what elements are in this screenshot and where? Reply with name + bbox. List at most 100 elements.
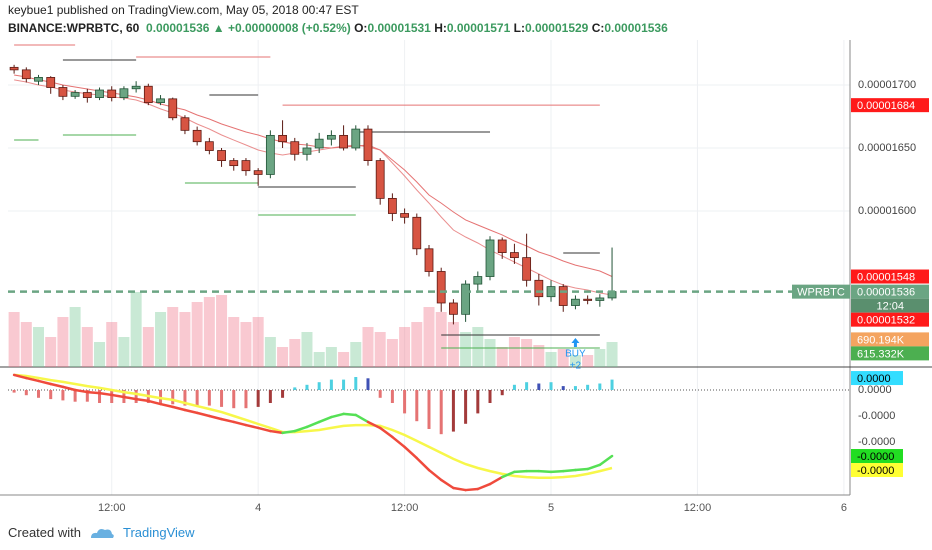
volume-bar [240, 322, 252, 367]
volume-bar [350, 342, 362, 367]
volume-bar [582, 355, 594, 367]
volume-bar [338, 352, 350, 367]
candle-body [217, 150, 226, 161]
histogram-bar [354, 377, 358, 391]
histogram-bar [586, 384, 590, 391]
macd-line [574, 467, 589, 472]
candle-body [473, 276, 483, 285]
candle-body [375, 160, 385, 199]
candle-body [485, 239, 495, 277]
histogram-bar [366, 378, 370, 391]
ohlc-label: C: [591, 21, 605, 35]
candle-body [400, 213, 409, 218]
histogram-bar [427, 390, 431, 429]
volume-bar [81, 327, 93, 367]
x-tick-label: 5 [548, 502, 554, 514]
macd-line [159, 402, 174, 409]
ohlc-value: 0.00001531 [367, 21, 431, 35]
histogram-bar [207, 390, 211, 406]
macd-line [86, 390, 101, 395]
candle-body [180, 117, 190, 131]
footer: Created with TradingView [8, 525, 195, 540]
candle-body [461, 283, 471, 315]
macd-line [110, 393, 126, 399]
candle-body [107, 89, 117, 98]
candle-body [204, 141, 214, 151]
volume-bar [399, 327, 411, 367]
macd-line [208, 414, 223, 421]
histogram-bar [573, 386, 577, 391]
macd-line [122, 395, 138, 401]
price-tag-label: 0.00001532 [857, 315, 915, 327]
histogram-bar [476, 390, 480, 414]
volume-bar [277, 347, 289, 367]
candle-body [534, 279, 544, 298]
ohlc-value: 0.00001536 [604, 21, 668, 35]
volume-bar [447, 322, 459, 367]
histogram-bar [329, 379, 333, 391]
author-line: keybue1 published on TradingView.com, Ma… [8, 3, 359, 17]
volume-tag [851, 332, 929, 347]
macd-line [439, 478, 455, 490]
histogram-bar [439, 390, 443, 435]
histogram-bar [451, 390, 455, 432]
macd-line [232, 420, 248, 427]
macd-line [317, 415, 333, 424]
volume-bar [557, 349, 569, 367]
ohlc-label: L: [513, 21, 525, 35]
macd-line [25, 376, 40, 383]
macd-line [549, 469, 565, 474]
candle-body [46, 77, 56, 88]
candle-body [387, 197, 397, 214]
candle-body [595, 297, 605, 301]
volume-bar [130, 292, 142, 367]
volume-bar [228, 317, 240, 367]
macd-line [391, 435, 406, 449]
volume-bar [606, 342, 618, 367]
volume-bar [191, 302, 203, 367]
macd-tag-label: -0.0000 [857, 465, 894, 477]
volume-bar [142, 327, 154, 367]
histogram-bar [73, 390, 77, 402]
volume-bar [301, 332, 313, 367]
candle-body [558, 286, 568, 306]
price-tag [851, 98, 929, 113]
candle-body [278, 134, 287, 143]
histogram-bar [500, 390, 504, 396]
histogram-bar [12, 390, 16, 393]
candle-body [436, 271, 446, 304]
histogram-bar [512, 384, 516, 391]
macd-tag-label: 0.0000 [857, 373, 891, 385]
ohlc-value: 0.00001571 [446, 21, 511, 35]
volume-bar [594, 349, 606, 367]
candle-body [168, 98, 178, 119]
candle-body [363, 128, 373, 161]
buy-arrow [571, 338, 580, 347]
symbol: BINANCE:WPRBTC, 60 [8, 21, 140, 35]
candle-body [326, 134, 336, 140]
histogram-bar [537, 383, 541, 391]
price-tag-label: 0.00001536 [857, 287, 915, 299]
histogram-bar [281, 390, 285, 398]
candle-body [497, 239, 507, 253]
volume-bar [289, 339, 301, 367]
ohlc-label: O: [354, 21, 368, 35]
candle-body [82, 92, 92, 98]
chart: 12:00 4 12:00 5 12:00 6 0.00001700 0.00001650 0.… [0, 40, 932, 514]
macd-tag [851, 463, 903, 478]
volume-bar [362, 327, 374, 367]
histogram-bar [488, 390, 492, 403]
logo [90, 528, 114, 538]
volume-bar [508, 337, 520, 367]
price-tag-label: 0.00001548 [857, 271, 915, 283]
volume-bar [264, 337, 276, 367]
macd-line [183, 408, 199, 415]
volume-bar [496, 347, 508, 367]
macd-line [415, 456, 431, 472]
volume-bar [533, 345, 545, 367]
countdown-label: 12:04 [876, 301, 904, 313]
candle-body [131, 85, 141, 90]
histogram-bar [49, 390, 53, 400]
x-tick-label: 12:00 [98, 502, 126, 514]
macd-line [427, 468, 443, 482]
